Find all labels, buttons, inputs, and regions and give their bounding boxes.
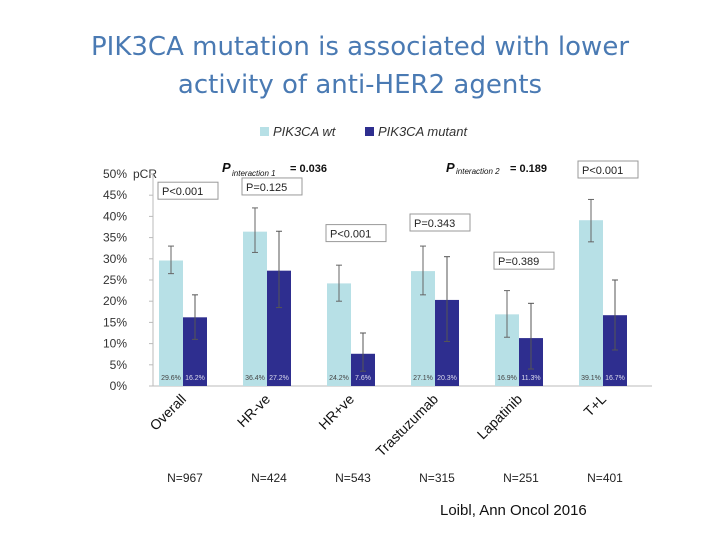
n-label: N=967 [167,471,203,485]
category-label: Lapatinib [474,391,526,443]
bar-wt [579,220,603,386]
n-label: N=424 [251,471,287,485]
data-label: 24.2% [329,375,349,382]
legend-label-mutant: PIK3CA mutant [378,124,469,139]
interaction-2-p: P [446,160,455,175]
n-label: N=251 [503,471,539,485]
title-line-1: PIK3CA mutation is associated with lower [90,32,630,62]
slide-title: PIK3CA mutation is associated with lower… [0,28,720,104]
data-label: 39.1% [581,375,601,382]
bar-layer [159,198,627,386]
category-label: Trastuzumab [372,391,441,460]
category-label: HR+ve [315,391,357,433]
p-value-box [577,160,639,179]
y-tick-label: 5% [110,358,128,372]
y-tick-label: 40% [103,209,127,223]
chart-legend: PIK3CA wt PIK3CA mutant [260,124,469,139]
data-label: 16.9% [497,375,517,382]
title-line-2: activity of anti-HER2 agents [177,70,543,100]
p-value-box [241,177,303,196]
y-tick-label: 30% [103,252,127,266]
legend-label-wt: PIK3CA wt [273,124,337,139]
category-label: HR-ve [234,391,274,431]
legend-swatch-mutant [365,127,374,136]
citation: Loibl, Ann Oncol 2016 [440,502,587,519]
p-value-label: P=0.343 [414,218,455,230]
p-value-label: P<0.001 [582,165,623,177]
label-layer: 29.6% 16.2% Overall N=967 36.4% 27.2% HR-ve N=4… [146,160,639,485]
data-label: 16.7% [605,375,625,382]
category-label: T+L [580,391,609,420]
interaction-2-sub: interaction 2 [456,167,500,176]
p-value-box [493,251,555,270]
interaction-1: P interaction 1 = 0.036 [222,160,327,178]
data-label: 27.1% [413,375,433,382]
data-label: 36.4% [245,375,265,382]
data-label: 11.3% [521,375,540,382]
y-tick-label: 20% [103,294,127,308]
data-label: 29.6% [161,375,181,382]
interaction-2: P interaction 2 = 0.189 [446,160,547,176]
interaction-1-sub: interaction 1 [232,169,276,178]
axis-layer: 0% 5% 10% 15% 20% 25% 30% 35% 40% 45% 50% [103,167,652,393]
bar-wt [159,260,183,386]
data-label: 20.3% [437,375,457,382]
y-axis-label: pCR [133,167,157,181]
y-tick-label: 0% [110,379,128,393]
p-value-box [409,213,471,232]
p-value-box [325,224,387,243]
legend-swatch-wt [260,127,269,136]
p-value-label: P=0.125 [246,182,287,194]
n-label: N=401 [587,471,623,485]
data-label: 7.6% [355,375,371,382]
y-tick-label: 50% [103,167,127,181]
interaction-1-value: = 0.036 [290,163,327,175]
y-tick-label: 15% [103,315,127,329]
n-label: N=315 [419,471,455,485]
y-tick-label: 45% [103,188,127,202]
n-label: N=543 [335,471,371,485]
p-value-label: P=0.389 [498,256,539,268]
p-value-label: P<0.001 [162,186,203,198]
data-label: 16.2% [185,375,205,382]
y-tick-label: 25% [103,273,127,287]
data-label: 27.2% [269,375,289,382]
p-value-box [157,181,219,200]
bar-wt [243,231,267,386]
interaction-1-p: P [222,160,231,175]
y-tick-label: 10% [103,337,127,351]
interaction-2-value: = 0.189 [510,163,547,175]
category-label: Overall [146,391,189,434]
y-tick-label: 35% [103,231,127,245]
p-value-label: P<0.001 [330,229,371,241]
